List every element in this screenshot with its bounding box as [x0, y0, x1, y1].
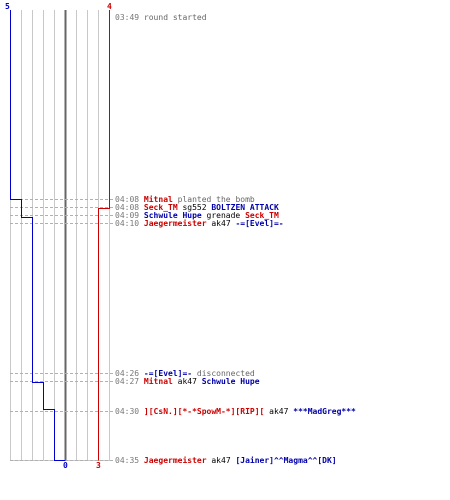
blue-team-alive-line: [10, 10, 66, 461]
event-row: 04:09 Schwule Hupe grenade Seck_TM: [115, 211, 279, 220]
event-text: ak47: [206, 456, 236, 465]
red-player-name: ][CsN.][*-*SpowM-*][RIP][: [143, 407, 265, 416]
blue-player-name: Schwule Hupe: [201, 377, 260, 386]
event-text: sg552: [177, 203, 212, 212]
red-player-name: Mitnal: [143, 377, 173, 386]
blue-player-name: Schwule Hupe: [143, 211, 202, 220]
event-dashes: [10, 199, 113, 461]
grid-lines: [10, 10, 110, 461]
red-end-count: 3: [96, 461, 101, 470]
event-time: 04:08: [115, 195, 140, 204]
event-time: 04:27: [115, 377, 140, 386]
blue-player-name: [Jainer]^^Magma^^[DK]: [235, 456, 337, 465]
event-row: 04:35 Jaegermeister ak47 [Jainer]^^Magma…: [115, 456, 337, 465]
red-player-name: Jaegermeister: [143, 456, 207, 465]
event-row: 03:49 round started: [115, 13, 207, 22]
blue-player-name: ***MadGreg***: [293, 407, 356, 416]
event-time: 04:35: [115, 456, 140, 465]
blue-player-name: -=[Evel]=-: [235, 219, 284, 228]
event-text: round started: [143, 13, 207, 22]
blue-player-name: BOLTZEN ATTACK: [211, 203, 279, 212]
event-time: 03:49: [115, 13, 140, 22]
event-row: 04:30 ][CsN.][*-*SpowM-*][RIP][ ak47 ***…: [115, 407, 356, 416]
red-team-alive-line: [98, 10, 110, 461]
red-player-name: Seck_TM: [143, 203, 178, 212]
event-time: 04:10: [115, 219, 140, 228]
event-row: 04:26 -=[Evel]=- disconnected: [115, 369, 255, 378]
event-time: 04:30: [115, 407, 140, 416]
event-row: 04:08 Mitnal planted the bomb: [115, 195, 255, 204]
event-text: ak47: [172, 377, 202, 386]
red-player-name: Jaegermeister: [143, 219, 207, 228]
red-player-name: Seck_TM: [245, 211, 279, 220]
red-player-name: Mitnal: [143, 195, 173, 204]
blue-start-count: 5: [5, 2, 10, 11]
event-text: disconnected: [192, 369, 255, 378]
event-time: 04:09: [115, 211, 140, 220]
event-text: grenade: [201, 211, 246, 220]
event-text: ak47: [206, 219, 236, 228]
event-time: 04:26: [115, 369, 140, 378]
blue-end-count: 0: [63, 461, 68, 470]
event-time: 04:08: [115, 203, 140, 212]
blue-player-name: -=[Evel]=-: [143, 369, 193, 378]
event-text: planted the bomb: [172, 195, 255, 204]
event-row: 04:27 Mitnal ak47 Schwule Hupe: [115, 377, 260, 386]
event-row: 04:10 Jaegermeister ak47 -=[Evel]=-: [115, 219, 284, 228]
red-start-count: 4: [107, 2, 112, 11]
event-row: 04:08 Seck_TM sg552 BOLTZEN ATTACK: [115, 203, 279, 212]
event-text: ak47: [264, 407, 294, 416]
